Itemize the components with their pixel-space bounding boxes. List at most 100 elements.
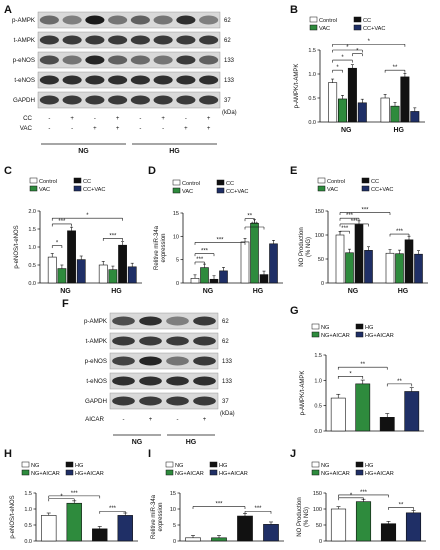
- significance-annotation: ***: [215, 501, 223, 507]
- y-axis-label: NO Production(% NG): [299, 227, 312, 266]
- bar: [405, 512, 422, 542]
- blot-kda-label: 133: [222, 379, 233, 385]
- bar: [66, 502, 82, 542]
- legend-label: CC: [363, 18, 371, 24]
- bar: [67, 230, 76, 284]
- panel-label-a: A: [4, 4, 12, 16]
- legend-label: HG: [219, 463, 227, 469]
- blot-row-label: GAPDH: [85, 398, 107, 405]
- blot-band: [85, 15, 105, 25]
- legend-label: HG+AICAR: [365, 471, 394, 477]
- y-tick-label: 1.5: [308, 48, 316, 54]
- significance-annotation: ***: [251, 222, 259, 228]
- blot-band: [153, 95, 173, 105]
- y-tick-label: 0: [321, 281, 324, 287]
- legend-swatch: [317, 185, 326, 192]
- significance-annotation: ***: [396, 229, 404, 235]
- legend-label: NG: [321, 463, 329, 469]
- treatment-sign: +: [116, 116, 120, 122]
- bar: [185, 537, 201, 542]
- treatment-sign: -: [177, 417, 179, 423]
- treatment-sign: -: [48, 116, 50, 122]
- blot-band: [166, 396, 189, 406]
- significance-annotation: ***: [346, 213, 354, 219]
- blot-band: [85, 55, 105, 65]
- legend-label: NG+AICAR: [31, 471, 60, 477]
- panel-label-g: G: [290, 305, 299, 317]
- legend-swatch: [355, 331, 364, 338]
- chart-i: 0 5 10 15 Relitive miR-34aexpression NG HG NG+A…: [151, 461, 284, 545]
- blot-row-label: t-AMPK: [14, 37, 36, 44]
- significance-annotation: ***: [216, 237, 224, 243]
- blot-band: [112, 336, 135, 346]
- bar: [92, 528, 108, 542]
- blot-band: [39, 55, 59, 65]
- legend-label: Control: [182, 181, 200, 187]
- treatment-sign: +: [93, 126, 97, 132]
- bar: [357, 102, 367, 123]
- y-axis-label-line: expression: [158, 502, 164, 531]
- blot-band: [139, 376, 162, 386]
- y-axis-label-line: NO Production: [299, 227, 305, 266]
- blot-row-label: p-eNOS: [85, 358, 107, 365]
- legend-swatch: [73, 177, 82, 184]
- legend-label: NG+AICAR: [175, 471, 204, 477]
- y-tick-label: 0.5: [24, 523, 32, 529]
- group-label: HG: [169, 148, 180, 155]
- significance-annotation: ***: [109, 233, 117, 239]
- significance-annotation: **: [399, 502, 404, 508]
- blot-band: [39, 75, 59, 85]
- blot-band: [193, 356, 216, 366]
- blot-band: [199, 15, 219, 25]
- blot-band: [176, 55, 196, 65]
- bar: [335, 234, 345, 284]
- significance-annotation: *: [349, 371, 352, 377]
- blot-row-label: p-eNOS: [13, 57, 35, 64]
- legend-swatch: [73, 185, 82, 192]
- y-tick-label: 15: [173, 211, 179, 217]
- blot-kda-label: 37: [224, 98, 231, 104]
- blot-kda-label: 62: [224, 38, 231, 44]
- blot-kda-label: 133: [224, 58, 235, 64]
- legend-swatch: [355, 461, 364, 468]
- legend-label: CC: [83, 179, 91, 185]
- bar: [47, 256, 57, 284]
- legend-label: HG: [365, 325, 373, 331]
- y-tick-label: 10: [173, 234, 179, 240]
- blot-strip: [37, 31, 221, 49]
- blot-kda-label: 62: [222, 339, 229, 345]
- y-axis-label-line: (% NG): [304, 507, 310, 527]
- blot-row-label: p-AMPK: [12, 17, 36, 24]
- blot-band: [193, 376, 216, 386]
- blot-band: [130, 55, 150, 65]
- y-tick-label: 1.0: [24, 507, 32, 513]
- legend-swatch: [361, 185, 370, 192]
- blot-band: [62, 15, 82, 25]
- legend-swatch: [21, 469, 30, 476]
- significance-annotation: ***: [71, 491, 79, 497]
- significance-annotation: *: [60, 494, 63, 500]
- group-label: NG: [132, 439, 143, 446]
- treatment-sign: +: [207, 126, 211, 132]
- panel-label-e: E: [290, 165, 297, 177]
- bar: [200, 267, 209, 284]
- legend-label: HG+AICAR: [365, 333, 394, 339]
- y-axis-label: p-eNOS/t-eNOS: [14, 225, 20, 268]
- blot-band: [108, 75, 128, 85]
- legend-swatch: [311, 331, 320, 338]
- blot-band: [130, 15, 150, 25]
- y-tick-label: 150: [313, 491, 322, 497]
- y-axis-label-line: (% NG): [306, 237, 312, 257]
- y-axis-label: Relitive miR-34aexpression: [151, 494, 164, 539]
- treatment-sign: -: [139, 116, 141, 122]
- panel-label-d: D: [148, 165, 156, 177]
- legend-label: NG: [31, 463, 39, 469]
- legend-swatch: [311, 461, 320, 468]
- legend-swatch: [353, 24, 362, 31]
- significance-annotation: *: [356, 49, 359, 55]
- chart-c: 0.0 0.5 1.0 1.5 2.0 p-eNOS/t-eNOS Control CC VAC…: [14, 177, 142, 295]
- significance-annotation: *: [350, 493, 353, 499]
- treatment-sign: +: [70, 116, 74, 122]
- y-axis-label: p-AMPK/t-AMPK: [300, 371, 306, 416]
- blot-row-label: t-eNOS: [14, 77, 35, 84]
